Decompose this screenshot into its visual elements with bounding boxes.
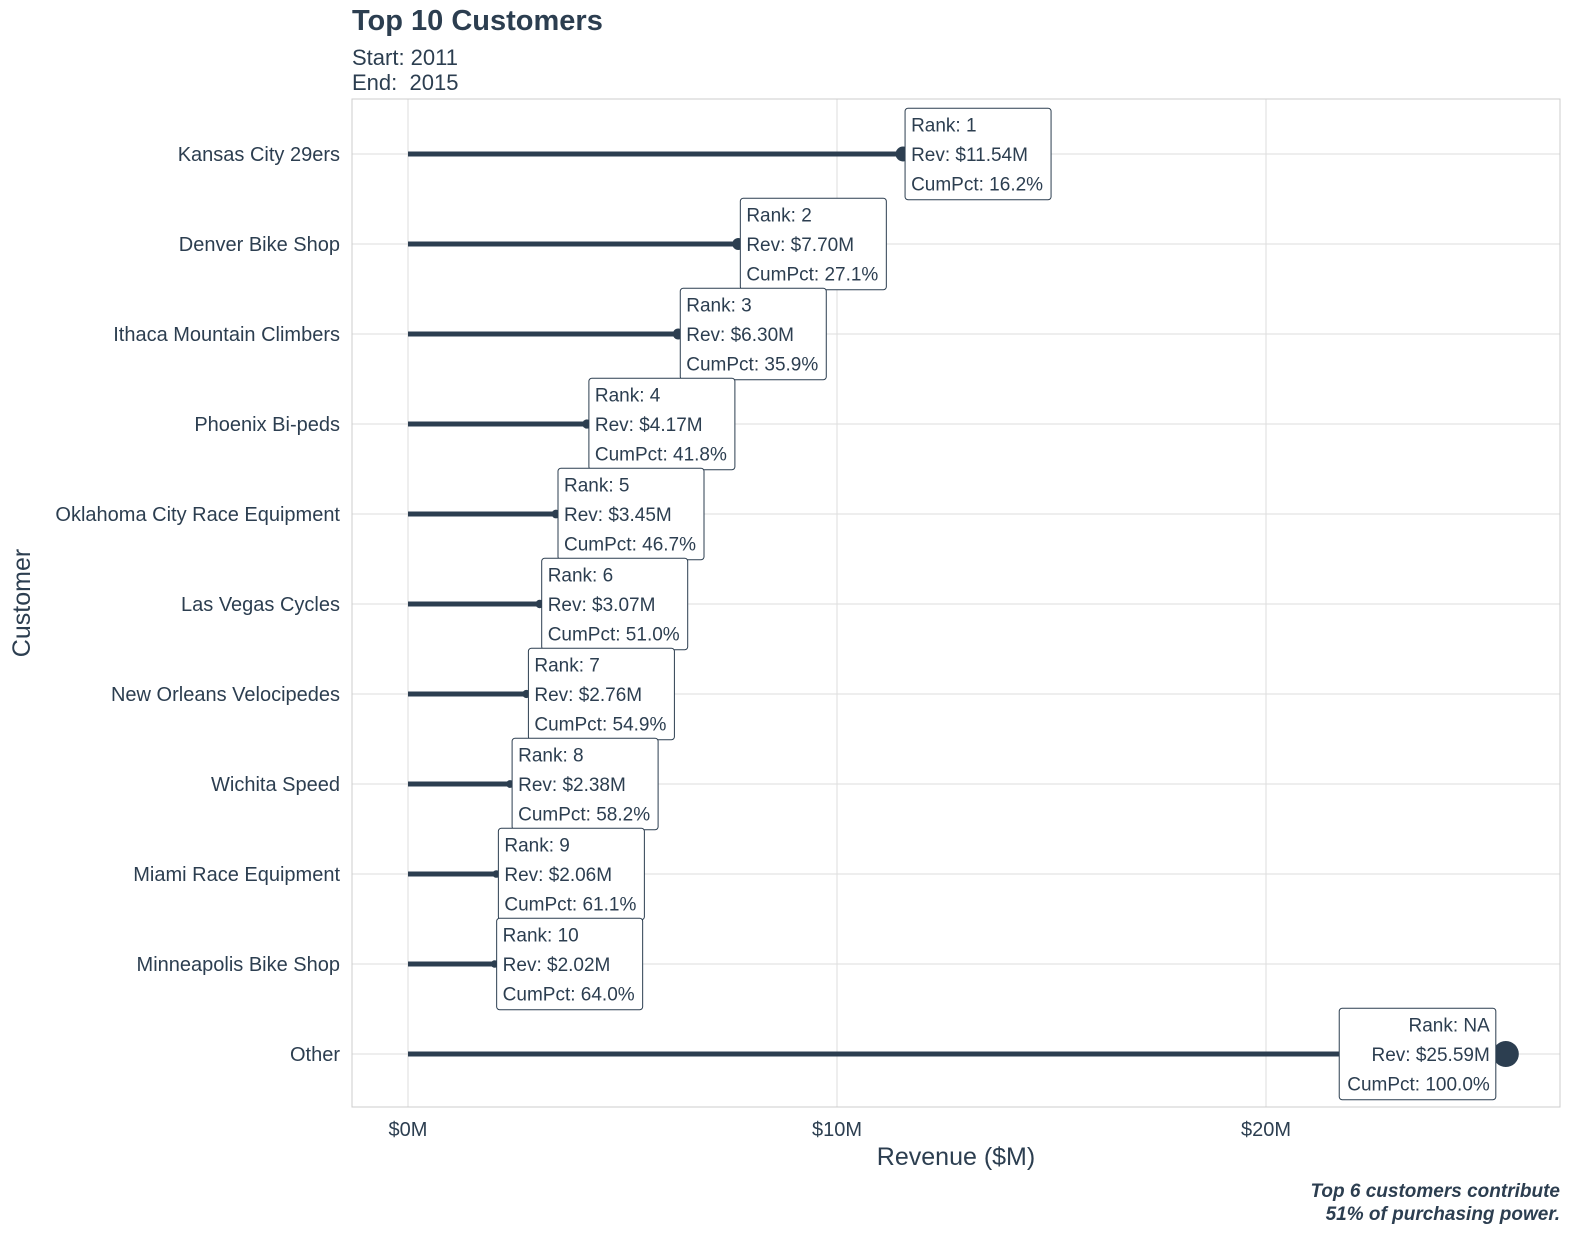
data-label-text-0-0: Rank: 1	[911, 115, 976, 136]
chart-subtitle-start: Start: 2011	[352, 45, 458, 70]
data-label-text-3-2: CumPct: 41.8%	[595, 444, 727, 465]
y-axis-label: Customer	[8, 549, 36, 657]
data-label-box-10	[1338, 1007, 1497, 1101]
data-label-text-1-0: Rank: 2	[746, 205, 811, 226]
data-label-10: Rank: NA Rev: $25.59M CumPct: 100.0%	[1338, 1007, 1497, 1101]
data-label-text-5-2: CumPct: 51.0%	[548, 624, 680, 645]
data-label-2: Rank: 3 Rev: $6.30M CumPct: 35.9%	[679, 287, 827, 381]
data-label-0: Rank: 1 Rev: $11.54M CumPct: 16.2%	[904, 107, 1052, 201]
y-tick-label-1: Denver Bike Shop	[179, 234, 340, 256]
data-label-4: Rank: 5 Rev: $3.45M CumPct: 46.7%	[557, 467, 705, 561]
data-label-text-3-1: Rev: $4.17M	[595, 415, 703, 436]
data-label-6: Rank: 7 Rev: $2.76M CumPct: 54.9%	[527, 647, 675, 741]
y-tick-label-6: New Orleans Velocipedes	[111, 684, 340, 706]
data-label-text-4-1: Rev: $3.45M	[564, 505, 672, 526]
y-tick-label-10: Other	[290, 1044, 340, 1066]
data-label-text-8-0: Rank: 9	[504, 835, 569, 856]
data-label-text-2-0: Rank: 3	[686, 295, 751, 316]
data-label-text-8-2: CumPct: 61.1%	[504, 894, 636, 915]
data-label-9: Rank: 10 Rev: $2.02M CumPct: 64.0%	[496, 917, 644, 1011]
data-label-text-10-2: CumPct: 100.0%	[1347, 1074, 1490, 1095]
y-tick-label-3: Phoenix Bi-peds	[194, 414, 340, 436]
data-label-text-5-1: Rev: $3.07M	[548, 595, 656, 616]
x-tick-label-0: $0M	[389, 1119, 428, 1141]
data-label-text-3-0: Rank: 4	[595, 385, 661, 406]
y-tick-label-2: Ithaca Mountain Climbers	[113, 324, 340, 346]
data-label-text-10-1: Rev: $25.59M	[1372, 1045, 1490, 1066]
chart-title: Top 10 Customers	[352, 5, 603, 37]
x-tick-labels: $0M $10M $20M	[389, 1119, 1291, 1141]
y-tick-label-9: Minneapolis Bike Shop	[137, 954, 340, 976]
y-tick-label-8: Miami Race Equipment	[133, 864, 340, 886]
data-label-text-9-2: CumPct: 64.0%	[503, 984, 635, 1005]
y-tick-label-7: Wichita Speed	[211, 774, 340, 796]
data-label-8: Rank: 9 Rev: $2.06M CumPct: 61.1%	[497, 827, 645, 921]
data-label-text-2-1: Rev: $6.30M	[686, 325, 794, 346]
data-label-text-0-1: Rev: $11.54M	[911, 145, 1028, 166]
lollipop-point-10	[1492, 1041, 1519, 1067]
data-label-text-2-2: CumPct: 35.9%	[686, 354, 818, 375]
y-tick-label-0: Kansas City 29ers	[178, 144, 340, 166]
y-tick-label-4: Oklahoma City Race Equipment	[55, 504, 340, 526]
data-label-text-8-1: Rev: $2.06M	[504, 865, 612, 886]
y-tick-label-5: Las Vegas Cycles	[181, 594, 340, 616]
data-label-box-9	[496, 917, 644, 1011]
data-label-text-4-2: CumPct: 46.7%	[564, 534, 696, 555]
x-tick-label-2: $20M	[1241, 1119, 1291, 1141]
data-label-text-1-1: Rev: $7.70M	[746, 235, 854, 256]
chart-caption: Top 6 customers contribute 51% of purcha…	[1311, 1180, 1561, 1226]
caption-line-1: Top 6 customers contribute	[1310, 1181, 1561, 1202]
plot-panel-border	[351, 98, 1561, 1108]
data-label-text-9-1: Rev: $2.02M	[503, 955, 611, 976]
data-label-text-7-1: Rev: $2.38M	[518, 775, 626, 796]
x-tick-label-1: $10M	[812, 1119, 862, 1141]
data-label-7: Rank: 8 Rev: $2.38M CumPct: 58.2%	[511, 737, 659, 831]
data-label-text-4-0: Rank: 5	[564, 475, 629, 496]
chart-subtitle-end: End: 2015	[352, 70, 459, 95]
data-label-text-6-0: Rank: 7	[534, 655, 599, 676]
data-label-1: Rank: 2 Rev: $7.70M CumPct: 27.1%	[739, 197, 887, 291]
x-axis-label: Revenue ($M)	[877, 1143, 1035, 1171]
data-label-text-1-2: CumPct: 27.1%	[746, 264, 878, 285]
data-label-box-0	[904, 107, 1052, 201]
data-label-text-7-2: CumPct: 58.2%	[518, 804, 650, 825]
data-label-text-5-0: Rank: 6	[548, 565, 613, 586]
data-label-text-7-0: Rank: 8	[518, 745, 583, 766]
data-label-text-6-2: CumPct: 54.9%	[534, 714, 666, 735]
data-label-3: Rank: 4 Rev: $4.17M CumPct: 41.8%	[588, 377, 736, 471]
data-label-box-2	[679, 287, 827, 381]
data-label-text-6-1: Rev: $2.76M	[534, 685, 642, 706]
data-label-text-10-0: Rank: NA	[1408, 1015, 1490, 1036]
data-label-text-9-0: Rank: 10	[503, 925, 579, 946]
data-label-text-0-2: CumPct: 16.2%	[911, 174, 1043, 195]
y-tick-labels: Kansas City 29ers Denver Bike Shop Ithaca …	[55, 144, 340, 1066]
caption-line-2: 51% of purchasing power.	[1325, 1204, 1560, 1225]
data-label-5: Rank: 6 Rev: $3.07M CumPct: 51.0%	[541, 557, 689, 651]
